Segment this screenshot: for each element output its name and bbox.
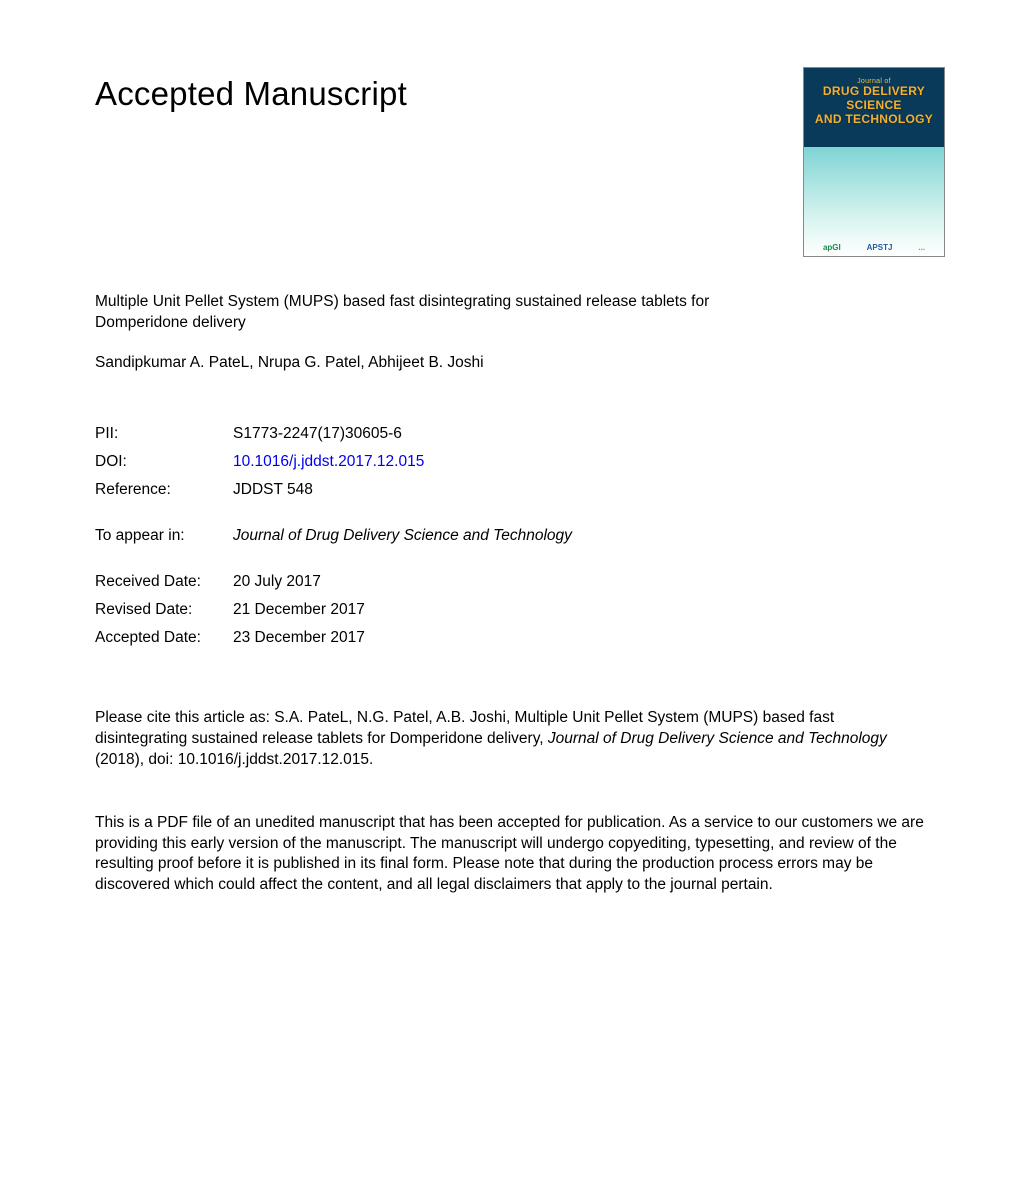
meta-label-doi: DOI: xyxy=(95,448,233,476)
meta-value-appear: Journal of Drug Delivery Science and Tec… xyxy=(233,522,572,550)
meta-row-appear: To appear in: Journal of Drug Delivery S… xyxy=(95,522,572,550)
citation-journal: Journal of Drug Delivery Science and Tec… xyxy=(548,730,887,747)
page-title: Accepted Manuscript xyxy=(95,75,407,113)
meta-label-reference: Reference: xyxy=(95,476,233,504)
cover-badge-3: ... xyxy=(918,243,925,252)
meta-label-received: Received Date: xyxy=(95,568,233,596)
meta-label-pii: PII: xyxy=(95,420,233,448)
meta-label-revised: Revised Date: xyxy=(95,596,233,624)
meta-row-received: Received Date: 20 July 2017 xyxy=(95,568,572,596)
meta-value-received: 20 July 2017 xyxy=(233,568,572,596)
journal-cover-thumbnail: Journal of DRUG DELIVERY SCIENCE AND TEC… xyxy=(803,67,945,257)
meta-row-doi: DOI: 10.1016/j.jddst.2017.12.015 xyxy=(95,448,572,476)
cover-journal-line1: DRUG DELIVERY xyxy=(804,85,944,99)
meta-label-appear: To appear in: xyxy=(95,522,233,550)
meta-value-pii: S1773-2247(17)30605-6 xyxy=(233,420,572,448)
meta-value-revised: 21 December 2017 xyxy=(233,596,572,624)
metadata-table: PII: S1773-2247(17)30605-6 DOI: 10.1016/… xyxy=(95,420,572,652)
cover-title: Journal of DRUG DELIVERY SCIENCE AND TEC… xyxy=(804,78,944,126)
meta-row-pii: PII: S1773-2247(17)30605-6 xyxy=(95,420,572,448)
cover-journal-line2: SCIENCE xyxy=(804,99,944,113)
meta-value-reference: JDDST 548 xyxy=(233,476,572,504)
meta-label-accepted: Accepted Date: xyxy=(95,624,233,652)
citation-paragraph: Please cite this article as: S.A. PateL,… xyxy=(95,708,925,771)
meta-row-revised: Revised Date: 21 December 2017 xyxy=(95,596,572,624)
citation-suffix: (2018), doi: 10.1016/j.jddst.2017.12.015… xyxy=(95,751,373,768)
meta-row-accepted: Accepted Date: 23 December 2017 xyxy=(95,624,572,652)
meta-row-reference: Reference: JDDST 548 xyxy=(95,476,572,504)
doi-link[interactable]: 10.1016/j.jddst.2017.12.015 xyxy=(233,453,424,470)
header-row: Accepted Manuscript Journal of DRUG DELI… xyxy=(95,75,935,257)
cover-journal-line3: AND TECHNOLOGY xyxy=(804,113,944,127)
cover-footer-badges: apGI APSTJ ... xyxy=(804,243,944,252)
disclaimer-paragraph: This is a PDF file of an unedited manusc… xyxy=(95,813,925,897)
cover-badge-2: APSTJ xyxy=(867,243,893,252)
meta-value-accepted: 23 December 2017 xyxy=(233,624,572,652)
article-title: Multiple Unit Pellet System (MUPS) based… xyxy=(95,292,735,334)
cover-badge-1: apGI xyxy=(823,243,841,252)
article-authors: Sandipkumar A. PateL, Nrupa G. Patel, Ab… xyxy=(95,354,935,372)
